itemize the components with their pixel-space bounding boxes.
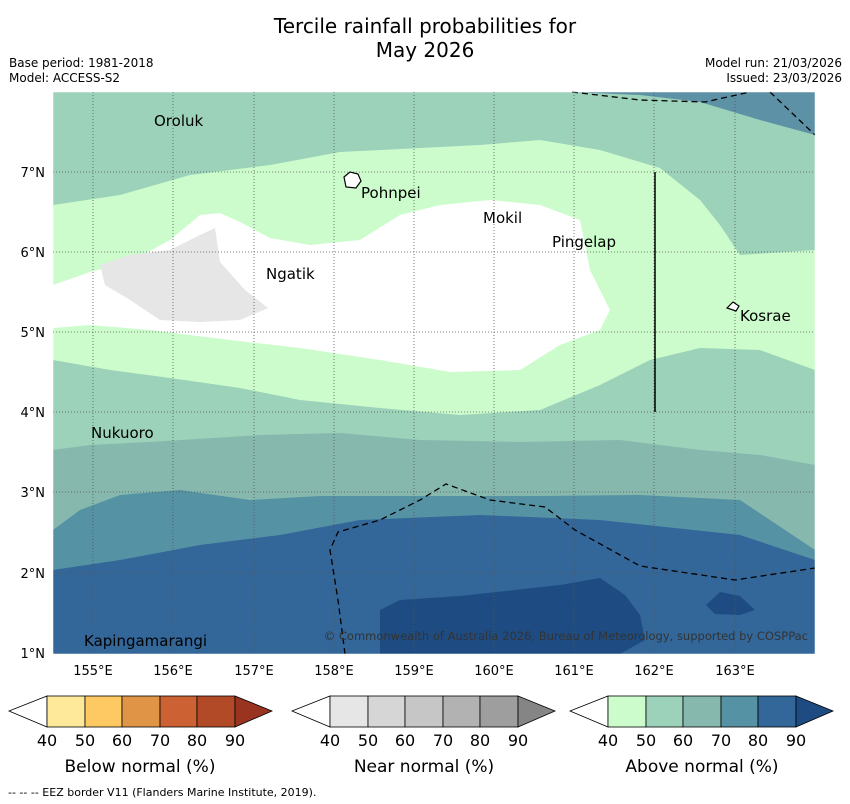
y-tick-2n: 2°N xyxy=(21,567,46,582)
x-tick-163: 163°E xyxy=(715,664,755,679)
y-tick-6n: 6°N xyxy=(21,246,46,261)
legend-near-tick-40: 40 xyxy=(320,731,340,750)
legend-below-tick-90: 90 xyxy=(225,731,245,750)
legend-near-tick-80: 80 xyxy=(470,731,490,750)
legend-below-swatch-low xyxy=(7,695,48,728)
legend-below-tick-60: 60 xyxy=(112,731,132,750)
legend-above-tick-50: 50 xyxy=(636,731,656,750)
legend-above-swatch-2 xyxy=(645,695,684,728)
legend-above-swatch-high xyxy=(795,695,835,728)
legend-below-tick-70: 70 xyxy=(150,731,170,750)
legend-below-tick-40: 40 xyxy=(37,731,57,750)
legend-above-swatch-3 xyxy=(682,695,722,728)
eez-footnote: -- -- -- EEZ border V11 (Flanders Marine… xyxy=(8,786,317,799)
legend-near-label: Near normal (%) xyxy=(354,757,494,777)
legend-above-label: Above normal (%) xyxy=(625,757,778,777)
place-kosrae: Kosrae xyxy=(740,307,791,325)
legend-below-swatch-high xyxy=(234,695,274,728)
legend-below-label: Below normal (%) xyxy=(65,757,216,777)
kosrae-island-icon xyxy=(725,301,740,312)
place-pingelap: Pingelap xyxy=(552,233,616,251)
probability-field xyxy=(53,92,815,654)
legend-near-swatch-low xyxy=(290,695,331,728)
y-tick-3n: 3°N xyxy=(21,486,46,501)
legend-below-normal xyxy=(7,695,274,728)
x-tick-156: 156°E xyxy=(153,664,193,679)
legend-near-tick-60: 60 xyxy=(395,731,415,750)
y-tick-5n: 5°N xyxy=(21,326,46,341)
y-tick-7n: 7°N xyxy=(21,166,46,181)
legend-above-tick-60: 60 xyxy=(673,731,693,750)
x-tick-159: 159°E xyxy=(394,664,434,679)
legend-below-swatch-4 xyxy=(159,695,198,728)
legend-below-swatch-3 xyxy=(121,695,161,728)
legend-above-tick-70: 70 xyxy=(711,731,731,750)
legend-above-tick-80: 80 xyxy=(748,731,768,750)
legend-above-tick-90: 90 xyxy=(786,731,806,750)
legend-near-swatch-5 xyxy=(479,695,519,728)
y-tick-4n: 4°N xyxy=(21,406,46,421)
place-pohnpei: Pohnpei xyxy=(361,184,421,202)
x-tick-161: 161°E xyxy=(554,664,594,679)
legend-above-swatch-4 xyxy=(720,695,759,728)
issued-date: Issued: 23/03/2026 xyxy=(726,71,842,85)
legend-above-swatch-5 xyxy=(757,695,797,728)
copyright-notice: © Commonwealth of Australia 2026, Bureau… xyxy=(324,629,808,643)
legend-near-swatch-1 xyxy=(329,695,369,728)
place-ngatik: Ngatik xyxy=(266,265,315,283)
model-run: Model run: 21/03/2026 xyxy=(704,56,842,70)
legend-below-tick-50: 50 xyxy=(75,731,95,750)
x-tick-160: 160°E xyxy=(474,664,514,679)
place-mokil: Mokil xyxy=(483,209,522,227)
map-title-line1: Tercile rainfall probabilities for xyxy=(273,14,577,38)
legend-above-swatch-low xyxy=(568,695,609,728)
pohnpei-island-icon xyxy=(343,171,362,189)
legend-above-tick-40: 40 xyxy=(598,731,618,750)
x-tick-158: 158°E xyxy=(314,664,354,679)
gridlines xyxy=(53,92,815,654)
legend-near-swatch-4 xyxy=(442,695,481,728)
legend-below-swatch-1 xyxy=(46,695,86,728)
map-title-line2: May 2026 xyxy=(375,38,475,62)
y-tick-1n: 1°N xyxy=(21,647,46,662)
place-oroluk: Oroluk xyxy=(154,112,203,130)
base-period: Base period: 1981-2018 xyxy=(9,56,154,70)
legend-below-swatch-2 xyxy=(84,695,123,728)
legend-below-swatch-5 xyxy=(196,695,236,728)
legend-near-tick-70: 70 xyxy=(433,731,453,750)
x-tick-157: 157°E xyxy=(234,664,274,679)
plot-border xyxy=(52,91,816,655)
legend-near-normal xyxy=(290,695,557,728)
legend-above-swatch-1 xyxy=(607,695,647,728)
model-name: Model: ACCESS-S2 xyxy=(9,71,121,85)
legend-below-tick-80: 80 xyxy=(187,731,207,750)
legend-near-tick-90: 90 xyxy=(508,731,528,750)
legend-near-swatch-high xyxy=(517,695,557,728)
legend-near-swatch-3 xyxy=(404,695,444,728)
eez-border xyxy=(329,91,816,655)
place-kapingamarangi: Kapingamarangi xyxy=(84,632,207,650)
x-tick-155: 155°E xyxy=(73,664,113,679)
legend-near-swatch-2 xyxy=(367,695,406,728)
legend-near-tick-50: 50 xyxy=(358,731,378,750)
legend-above-normal xyxy=(568,695,835,728)
x-tick-162: 162°E xyxy=(634,664,674,679)
place-nukuoro: Nukuoro xyxy=(91,424,154,442)
